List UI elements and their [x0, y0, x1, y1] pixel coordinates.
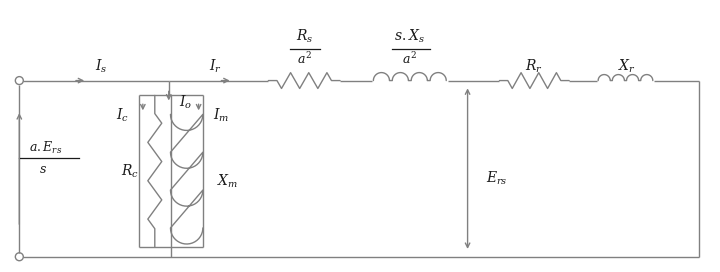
Text: $X_m$: $X_m$ — [217, 172, 238, 190]
Text: $s.X_s$: $s.X_s$ — [395, 27, 426, 45]
Text: $s$: $s$ — [40, 163, 48, 176]
Text: $X_r$: $X_r$ — [618, 58, 636, 75]
Text: $R_s$: $R_s$ — [295, 27, 313, 45]
Text: $R_c$: $R_c$ — [121, 162, 139, 180]
Text: $I_m$: $I_m$ — [212, 107, 229, 124]
Text: $a^2$: $a^2$ — [297, 51, 312, 67]
Text: $a.E_{rs}$: $a.E_{rs}$ — [30, 140, 63, 156]
Text: $a^2$: $a^2$ — [402, 51, 417, 67]
Text: $I_s$: $I_s$ — [95, 58, 107, 75]
Text: $I_o$: $I_o$ — [179, 94, 192, 111]
Text: $E_{rs}$: $E_{rs}$ — [485, 170, 507, 187]
Text: $I_c$: $I_c$ — [116, 107, 129, 124]
Text: $I_r$: $I_r$ — [209, 58, 222, 75]
Text: $R_r$: $R_r$ — [526, 58, 543, 75]
